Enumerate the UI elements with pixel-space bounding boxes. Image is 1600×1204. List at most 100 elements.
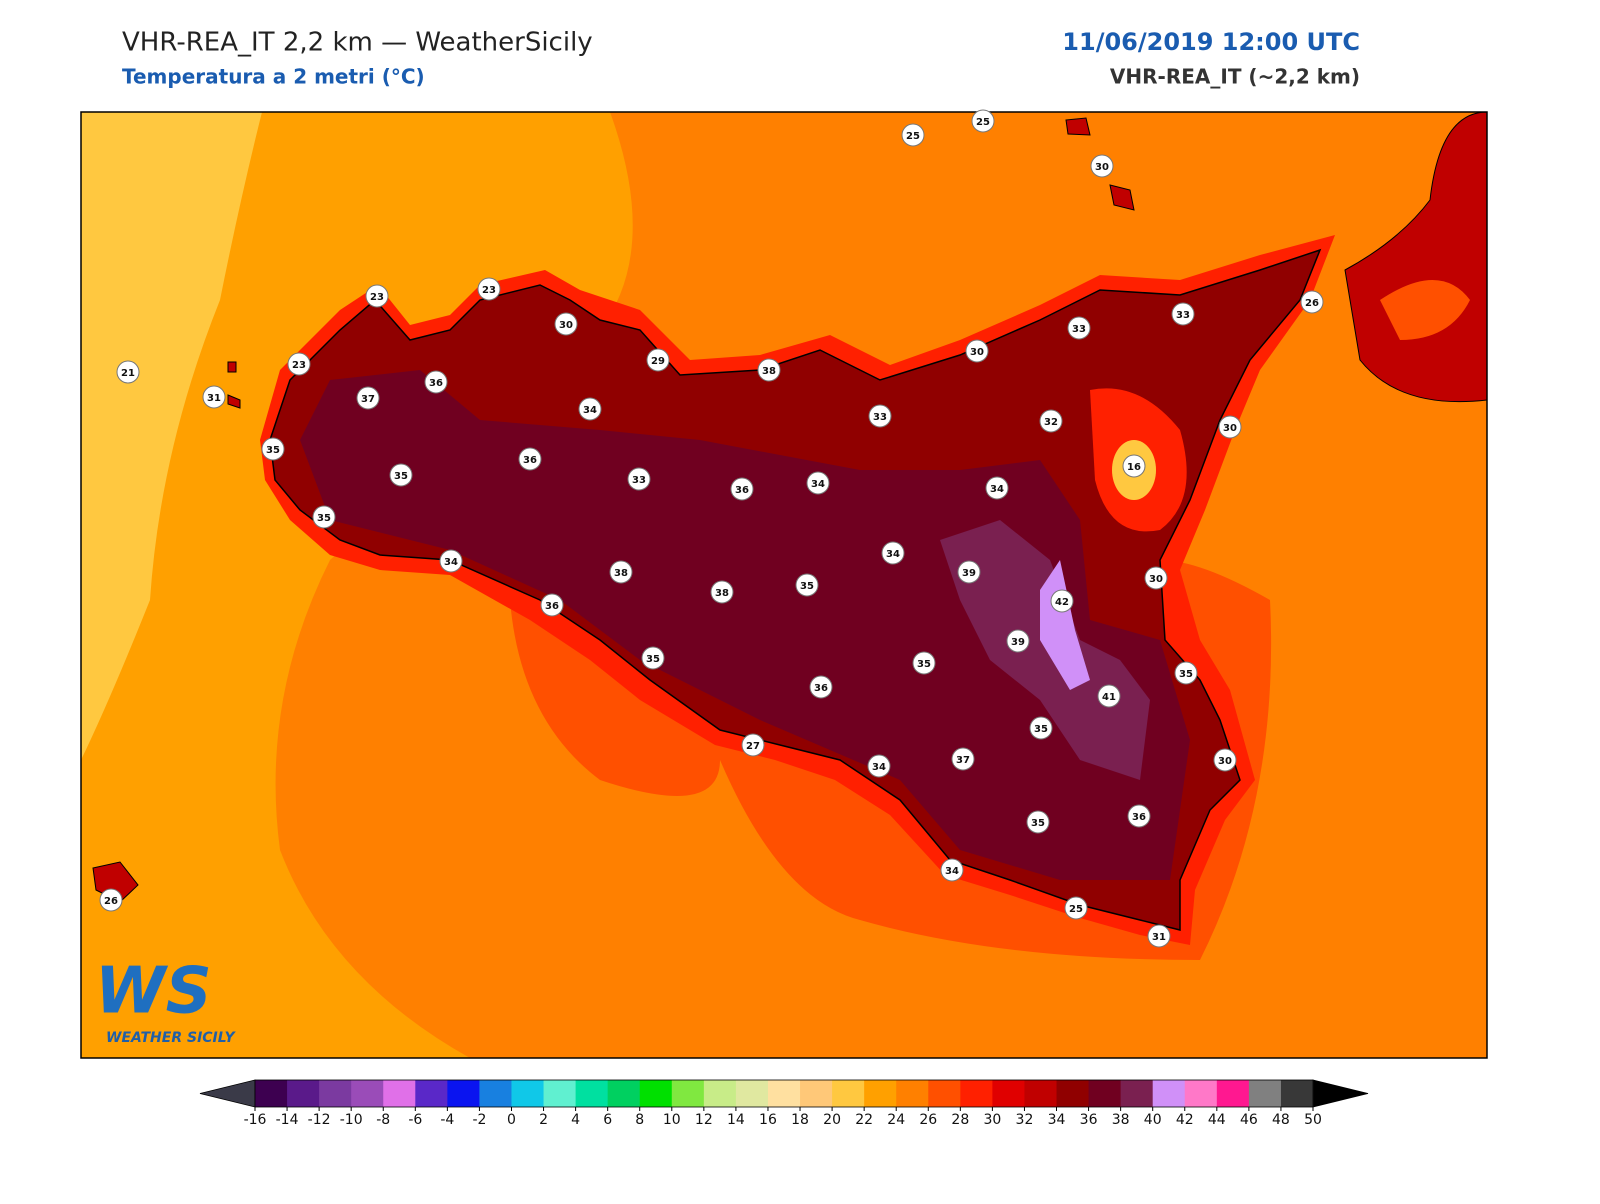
station-marker (1144, 566, 1168, 590)
logo-mark: WS (95, 955, 212, 1029)
station-marker (627, 467, 651, 491)
colorbar: -16 -14 -12 -10 -8 -6 -4 -2 0 2 4 6 8 10 12 14 16 18 20 22 2… (199, 1079, 1369, 1128)
station-marker (1090, 154, 1114, 178)
station-value: 23 (292, 360, 306, 371)
station-value: 34 (990, 484, 1004, 495)
station-marker (1039, 409, 1063, 433)
stations: 25 25 30 23 23 30 21 23 31 29 38 36 37 34 35 33 30 33 33 26… (99, 109, 1324, 948)
station-value: 35 (646, 654, 660, 665)
station-value: 33 (873, 412, 887, 423)
station-marker (957, 560, 981, 584)
station-marker (881, 541, 905, 565)
station-value: 37 (361, 394, 375, 405)
station-marker (424, 370, 448, 394)
colorbar-bin (992, 1080, 1025, 1107)
station-marker (1174, 661, 1198, 685)
station-marker (912, 651, 936, 675)
station-value: 37 (956, 755, 970, 766)
station-value: 30 (1218, 756, 1232, 767)
station-value: 38 (614, 568, 628, 579)
colorbar-tick-label: 20 (823, 1112, 841, 1128)
colorbar-bin (287, 1080, 320, 1107)
colorbar-bin (767, 1080, 801, 1107)
colorbar-bin (1152, 1080, 1186, 1107)
sea-coolest (81, 112, 262, 760)
colorbar-bin (319, 1080, 352, 1107)
colorbar-bin (1088, 1080, 1122, 1107)
station-value: 35 (1034, 724, 1048, 735)
station-marker (965, 339, 989, 363)
station-value: 41 (1102, 692, 1116, 703)
colorbar-tick-label: -8 (376, 1112, 390, 1128)
station-value: 31 (1152, 932, 1166, 943)
colorbar-tick-label: 36 (1080, 1112, 1098, 1128)
station-value: 36 (735, 485, 749, 496)
station-value: 35 (317, 513, 331, 524)
station-value: 30 (559, 320, 573, 331)
station-value: 39 (962, 568, 976, 579)
station-marker (1300, 290, 1324, 314)
station-marker (1097, 684, 1121, 708)
colorbar-tick-label: 6 (603, 1112, 612, 1128)
station-value: 33 (632, 475, 646, 486)
station-marker (287, 352, 311, 376)
colorbar-bin (511, 1080, 545, 1107)
hottest-area (940, 520, 1150, 780)
calabria (1344, 112, 1487, 403)
station-value: 26 (104, 896, 118, 907)
colorbar-bin (864, 1080, 897, 1107)
calabria-highland (1380, 280, 1470, 340)
station-marker (1171, 302, 1195, 326)
colorbar-tick-label: 46 (1240, 1112, 1258, 1128)
station-marker (609, 560, 633, 584)
station-value: 21 (121, 368, 135, 379)
colorbar-tick-label: 0 (507, 1112, 516, 1128)
colorbar-tick-label: 30 (983, 1112, 1001, 1128)
station-marker (757, 358, 781, 382)
station-marker (365, 284, 389, 308)
station-value: 33 (1072, 324, 1086, 335)
colorbar-tick-label: -2 (472, 1112, 486, 1128)
station-marker (971, 109, 995, 133)
colorbar-tick-label: 14 (727, 1112, 745, 1128)
station-marker (261, 437, 285, 461)
colorbar-bin (960, 1080, 993, 1107)
station-marker (1029, 716, 1053, 740)
station-value: 34 (886, 549, 900, 560)
station-value: 34 (872, 762, 886, 773)
colorbar-tick-label: 12 (695, 1112, 713, 1128)
colorbar-bin (735, 1080, 769, 1107)
station-marker (554, 312, 578, 336)
station-marker (540, 593, 564, 617)
colorbar-bin (639, 1080, 673, 1107)
station-value: 36 (814, 683, 828, 694)
colorbar-bin (703, 1080, 737, 1107)
colorbar-bin (415, 1080, 448, 1107)
colorbar-bin (1280, 1080, 1314, 1107)
colorbar-tick-label: 18 (791, 1112, 809, 1128)
colorbar-bin (1056, 1080, 1090, 1107)
station-value: 34 (444, 557, 458, 568)
colorbar-tick-label: -6 (408, 1112, 422, 1128)
map (81, 112, 1487, 1058)
station-value: 32 (1044, 417, 1058, 428)
station-marker (202, 385, 226, 409)
station-marker (116, 360, 140, 384)
station-marker (951, 747, 975, 771)
colorbar-bin (1120, 1080, 1154, 1107)
colorbar-tick-label: 4 (571, 1112, 580, 1128)
station-value: 29 (651, 356, 665, 367)
station-marker (1064, 896, 1088, 920)
station-marker (389, 463, 413, 487)
station-marker (356, 386, 380, 410)
colorbar-tick-label: 32 (1016, 1112, 1034, 1128)
colorbar-tick-label: 22 (855, 1112, 873, 1128)
colorbar-over (1312, 1079, 1369, 1108)
station-value: 34 (945, 866, 959, 877)
station-value: 30 (1095, 162, 1109, 173)
station-value: 30 (1149, 574, 1163, 585)
colorbar-bin (255, 1080, 288, 1107)
station-marker (1213, 748, 1237, 772)
station-value: 35 (1179, 669, 1193, 680)
